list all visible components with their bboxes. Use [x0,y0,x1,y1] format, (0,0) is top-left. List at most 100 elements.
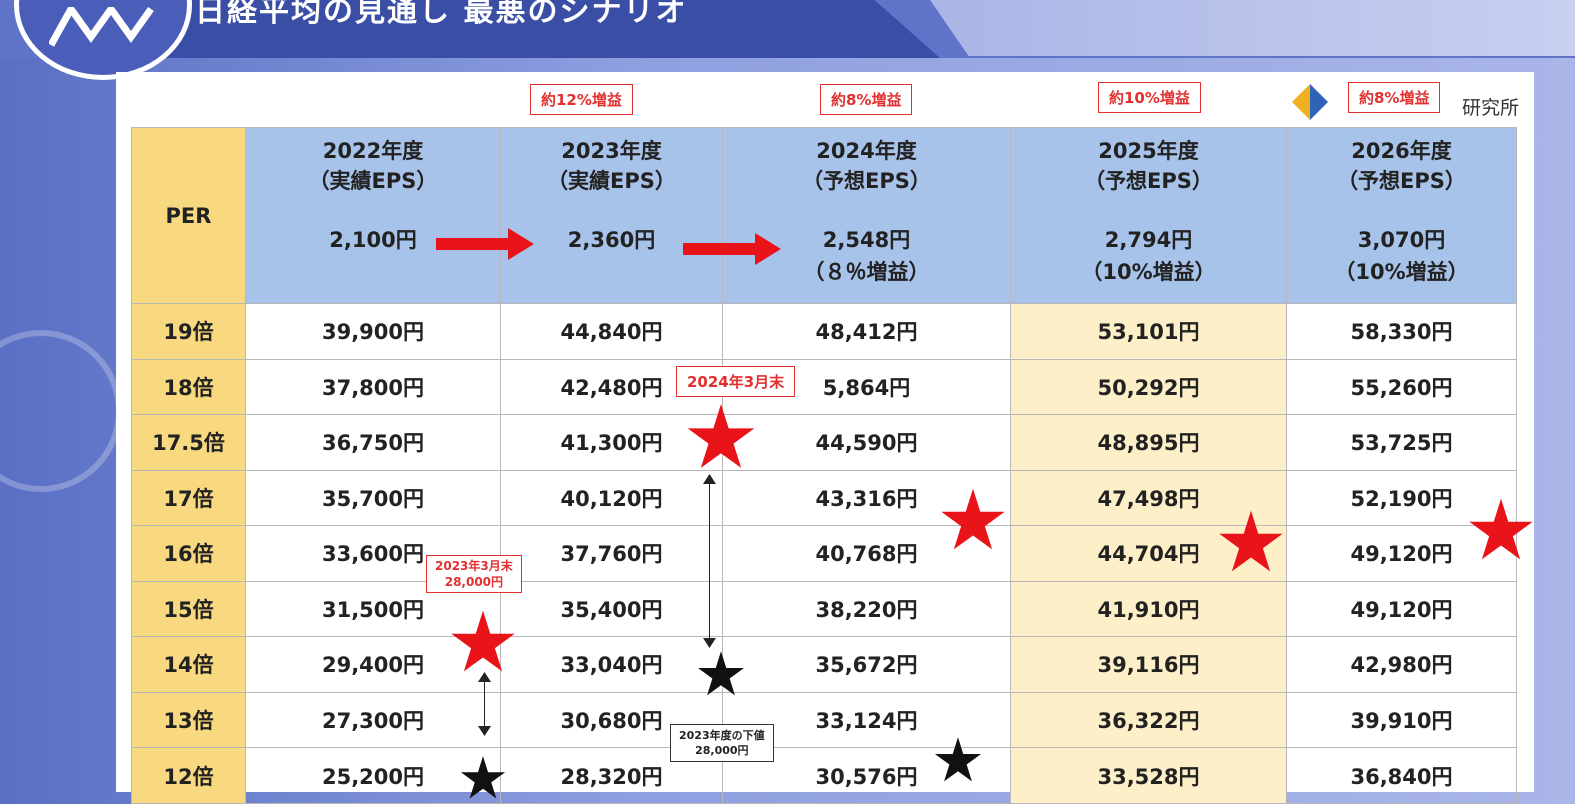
value-cell: 39,116円 [1010,636,1287,693]
table-row: 13倍 27,300円 30,680円 33,124円 36,322円 39,910円 [131,691,1517,748]
table-row: 17倍 35,700円 40,120円 43,316円 47,498円 52,190円 [131,469,1517,526]
eps-growth: （10%増益） [1081,260,1216,284]
range-line [484,676,485,732]
growth-note-2025: 約10%増益 [1098,82,1201,113]
red-star-icon [941,488,1005,550]
value-cell: 55,260円 [1286,358,1517,415]
black-star-icon [460,756,506,799]
value-cell: 48,412円 [722,303,1011,360]
value-cell: 39,900円 [245,303,501,360]
value-cell: 53,101円 [1010,303,1287,360]
eps-value: 2,100円 [329,228,417,252]
mar2023-title: 2023年3月末 [435,559,513,573]
channel-logo [14,0,192,80]
per-cell: 19倍 [131,303,246,360]
value-cell: 50,292円 [1010,358,1287,415]
value-cell: 37,800円 [245,358,501,415]
eps-growth: （10%増益） [1334,260,1469,284]
eps-arrow-icon [436,228,534,260]
table-row: 18倍 37,800円 42,480円 5,864円 50,292円 55,260円 [131,358,1517,415]
range-line [709,478,710,644]
low2023-label: 2023年度の下値 28,000円 [670,724,774,762]
brand-text: 研究所 [1462,97,1520,119]
arrow-up-icon [478,672,491,682]
table-row: 15倍 31,500円 35,400円 38,220円 41,910円 49,120円 [131,580,1517,637]
value-cell: 41,300円 [500,414,723,471]
per-cell: 15倍 [131,580,246,637]
eps-value: 2,548円 [822,228,911,252]
per-cell: 13倍 [131,691,246,748]
eps-value: 2,360円 [567,228,656,252]
value-cell: 36,750円 [245,414,501,471]
red-star-icon [1469,498,1533,560]
value-cell: 42,980円 [1286,636,1517,693]
eps-type: （予想EPS） [1084,169,1213,193]
per-cell: 12倍 [131,747,246,804]
value-cell: 44,590円 [722,414,1011,471]
table-row: 19倍 39,900円 44,840円 48,412円 53,101円 58,330円 [131,303,1517,360]
mar2023-label: 2023年3月末 28,000円 [426,555,522,593]
page-title: 日経平均の見通し 最悪のシナリオ [195,0,688,29]
logo-mark-icon [49,7,154,47]
header-2022: 2022年度 （実績EPS） 2,100円 [245,127,501,304]
mar2023-value: 28,000円 [444,575,504,589]
title-bar [120,0,940,58]
background-logo-ring [0,330,122,492]
table-row: 12倍 25,200円 28,320円 30,576円 33,528円 36,840円 [131,747,1517,804]
brand-diamond-icon [1292,84,1328,120]
year-label: 2025年度 [1098,139,1199,163]
value-cell: 35,672円 [722,636,1011,693]
value-cell: 52,190円 [1286,469,1517,526]
value-cell: 39,910円 [1286,691,1517,748]
low2023-value: 28,000円 [695,744,749,757]
year-label: 2024年度 [816,139,917,163]
arrow-up-icon [703,474,716,484]
value-cell: 33,528円 [1010,747,1287,804]
header-2026: 2026年度 （予想EPS） 3,070円 （10%増益） [1286,127,1517,304]
value-cell: 35,400円 [500,580,723,637]
value-cell: 43,316円 [722,469,1011,526]
value-cell: 58,330円 [1286,303,1517,360]
value-cell: 27,300円 [245,691,501,748]
header-2023: 2023年度 （実績EPS） 2,360円 [500,127,723,304]
black-star-icon [697,651,745,696]
value-cell: 47,498円 [1010,469,1287,526]
eps-value: 2,794円 [1104,228,1193,252]
table-row: 17.5倍 36,750円 41,300円 44,590円 48,895円 53,725円 [131,414,1517,471]
per-cell: 17.5倍 [131,414,246,471]
value-cell: 38,220円 [722,580,1011,637]
table-row: 16倍 33,600円 37,760円 40,768円 44,704円 49,120円 [131,525,1517,582]
value-cell: 36,840円 [1286,747,1517,804]
red-star-icon [1219,510,1283,572]
value-cell: 40,120円 [500,469,723,526]
table-row: 14倍 29,400円 33,040円 35,672円 39,116円 42,980円 [131,636,1517,693]
per-cell: 16倍 [131,525,246,582]
per-cell: 17倍 [131,469,246,526]
value-cell: 35,700円 [245,469,501,526]
eps-arrow-icon [683,233,781,265]
low2023-title: 2023年度の下値 [679,729,765,742]
per-header: PER [131,127,246,304]
eps-type: （予想EPS） [802,169,931,193]
value-cell: 49,120円 [1286,580,1517,637]
per-cell: 14倍 [131,636,246,693]
black-star-icon [934,737,982,782]
year-label: 2026年度 [1351,139,1452,163]
header-2025: 2025年度 （予想EPS） 2,794円 （10%増益） [1010,127,1287,304]
growth-note-2023: 約12%増益 [530,84,633,115]
table-header-row: PER 2022年度 （実績EPS） 2,100円 2023年度 （実績EPS）… [131,127,1517,304]
brand-logo [1290,82,1330,122]
value-cell: 29,400円 [245,636,501,693]
value-cell: 36,322円 [1010,691,1287,748]
year-label: 2023年度 [561,139,662,163]
eps-type: （予想EPS） [1337,169,1466,193]
value-cell: 33,040円 [500,636,723,693]
value-cell: 41,910円 [1010,580,1287,637]
per-table: PER 2022年度 （実績EPS） 2,100円 2023年度 （実績EPS）… [131,127,1517,804]
growth-note-2026: 約8%増益 [1348,82,1441,113]
arrow-down-icon [703,638,716,648]
growth-note-2024: 約8%増益 [820,84,913,115]
red-star-icon [451,610,515,672]
arrow-down-icon [478,726,491,736]
eps-value: 3,070円 [1357,228,1446,252]
